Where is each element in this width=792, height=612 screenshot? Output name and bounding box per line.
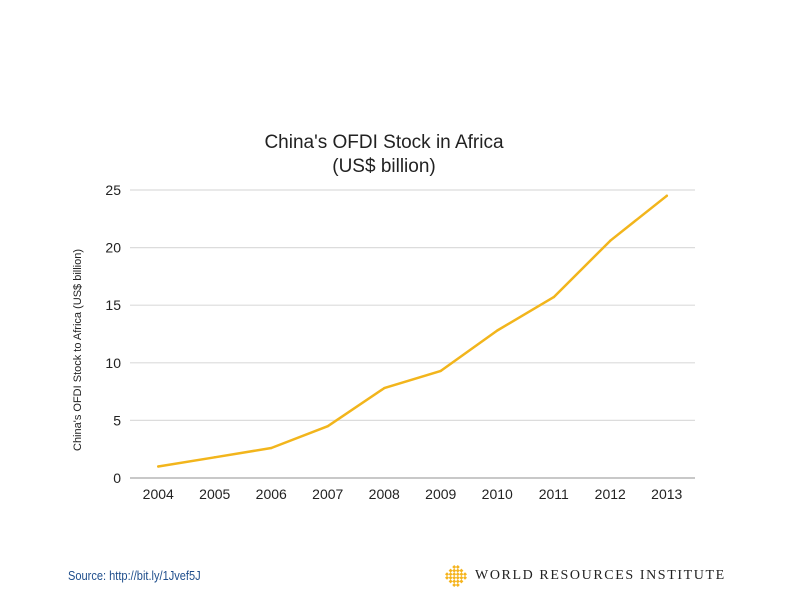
x-tick-label: 2009 (425, 486, 456, 502)
logo-knot-cell (452, 565, 457, 569)
logo-knot-cell (455, 575, 460, 580)
logo-knot-cell (452, 568, 457, 573)
data-point (213, 456, 216, 459)
logo-knot-cell (455, 579, 460, 584)
logo-knot-cell (452, 583, 457, 587)
x-tick-label: 2010 (482, 486, 513, 502)
y-tick-label: 5 (113, 412, 121, 428)
y-axis-label: China's OFDI Stock to Africa (US$ billio… (72, 249, 84, 451)
y-tick-label: 10 (105, 355, 121, 371)
logo-knot-cell (463, 572, 467, 577)
logo-knot-cell (455, 572, 460, 577)
x-tick-label: 2008 (369, 486, 400, 502)
data-point (326, 424, 329, 428)
data-point (552, 295, 555, 299)
y-tick-label: 0 (113, 470, 121, 486)
logo-knot-cell (452, 579, 457, 584)
gridlines (130, 189, 695, 479)
wri-logo-text: WORLD RESOURCES INSTITUTE (475, 568, 726, 583)
logo-knot-cell (455, 583, 460, 587)
series-group (157, 194, 669, 468)
logo-knot-cell (452, 572, 457, 577)
logo-knot-cell (459, 572, 464, 577)
logo-knot-cell (459, 575, 464, 580)
y-tick-label: 20 (105, 240, 121, 256)
x-tick-label: 2005 (199, 486, 230, 502)
data-point (157, 465, 160, 468)
logo-knot-cell (445, 572, 449, 577)
data-point (496, 329, 499, 332)
logo-knot-cell (459, 568, 464, 573)
logo-knot-cell (448, 575, 453, 580)
logo-knot-cell (452, 575, 457, 580)
data-point (439, 369, 442, 373)
y-tick-labels: 0 5 10 15 20 25 (105, 182, 121, 486)
y-tick-label: 25 (105, 182, 121, 198)
data-point (665, 194, 668, 197)
x-tick-label: 2013 (651, 486, 682, 502)
logo-knot-cell (448, 568, 453, 573)
x-tick-label: 2004 (143, 486, 174, 502)
data-point (270, 446, 273, 450)
logo-knot-cell (445, 575, 449, 580)
data-point (383, 386, 386, 390)
logo-knot-cell (463, 575, 467, 580)
wri-logo: WORLD RESOURCES INSTITUTE (445, 565, 726, 587)
wri-knot-icon (445, 565, 467, 587)
logo-knot-cell (455, 565, 460, 569)
x-tick-label: 2012 (595, 486, 626, 502)
y-tick-label: 15 (105, 297, 121, 313)
x-tick-label: 2006 (256, 486, 287, 502)
logo-knot-cell (455, 568, 460, 573)
chart-title: China's OFDI Stock in Africa (264, 132, 504, 153)
series-line (157, 194, 669, 468)
logo-knot-cell (448, 572, 453, 577)
logo-knot-cell (459, 579, 464, 584)
x-tick-label: 2007 (312, 486, 343, 502)
chart-subtitle: (US$ billion) (332, 156, 435, 177)
x-tick-label: 2011 (539, 486, 569, 502)
data-point (609, 239, 612, 242)
logo-knot-cell (448, 579, 453, 584)
source-link[interactable]: Source: http://bit.ly/1Jvef5J (68, 568, 201, 583)
x-tick-labels: 2004 2005 2006 2007 2008 2009 2010 2011 2012 2013 (143, 486, 683, 502)
